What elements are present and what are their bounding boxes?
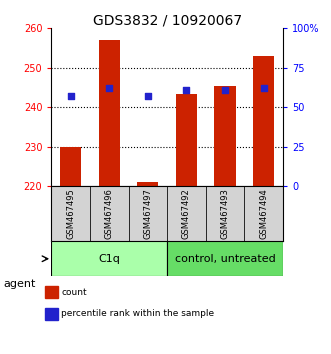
Bar bbox=[51, 186, 90, 241]
Bar bbox=[128, 186, 167, 241]
Bar bbox=[137, 182, 159, 186]
Bar bbox=[90, 186, 128, 241]
Point bbox=[222, 87, 228, 93]
Bar bbox=[253, 56, 274, 186]
Text: count: count bbox=[61, 287, 87, 297]
Text: agent: agent bbox=[3, 279, 36, 289]
Text: percentile rank within the sample: percentile rank within the sample bbox=[61, 309, 214, 319]
Bar bbox=[99, 40, 120, 186]
Bar bbox=[167, 241, 283, 276]
Bar bbox=[244, 186, 283, 241]
Title: GDS3832 / 10920067: GDS3832 / 10920067 bbox=[93, 13, 242, 27]
Point bbox=[184, 87, 189, 93]
Bar bbox=[206, 186, 244, 241]
Bar bbox=[60, 147, 81, 186]
Text: GSM467495: GSM467495 bbox=[66, 188, 75, 239]
Bar bbox=[176, 94, 197, 186]
Text: GSM467497: GSM467497 bbox=[143, 188, 152, 239]
Text: GSM467492: GSM467492 bbox=[182, 188, 191, 239]
Text: GSM467494: GSM467494 bbox=[259, 188, 268, 239]
Text: C1q: C1q bbox=[98, 254, 120, 264]
Point bbox=[68, 93, 73, 99]
Text: control, untreated: control, untreated bbox=[175, 254, 275, 264]
Bar bbox=[167, 186, 206, 241]
Point bbox=[145, 93, 151, 99]
Text: GSM467493: GSM467493 bbox=[220, 188, 230, 239]
Bar bbox=[51, 241, 167, 276]
Point bbox=[261, 85, 266, 91]
Point bbox=[107, 85, 112, 91]
Bar bbox=[214, 86, 236, 186]
Text: GSM467496: GSM467496 bbox=[105, 188, 114, 239]
